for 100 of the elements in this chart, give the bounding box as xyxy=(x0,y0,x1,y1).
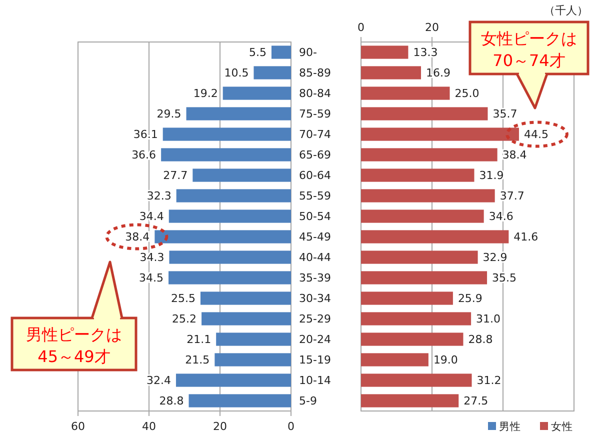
data-label: 35.5 xyxy=(492,272,517,285)
data-label: 19.0 xyxy=(433,354,458,367)
y-tick-label: 85-89 xyxy=(299,66,331,80)
data-label: 21.1 xyxy=(186,333,212,346)
y-tick-label: 70-74 xyxy=(299,128,331,141)
data-label: 25.9 xyxy=(458,292,482,306)
y-tick-label: 40-44 xyxy=(299,250,331,264)
data-label: 38.4 xyxy=(502,148,527,162)
bar xyxy=(361,148,498,162)
x-axis-title: （千人） xyxy=(544,4,588,17)
y-tick-label: 60-64 xyxy=(299,168,331,182)
data-label: 27.5 xyxy=(464,394,488,408)
bar xyxy=(361,46,408,59)
bar xyxy=(161,148,291,162)
bar xyxy=(168,271,291,284)
bar xyxy=(222,86,291,100)
data-label: 36.6 xyxy=(132,148,156,162)
y-tick-label: 15-19 xyxy=(299,353,331,366)
data-label: 32.3 xyxy=(146,190,172,203)
bar xyxy=(176,374,291,387)
bar xyxy=(169,250,291,264)
y-tick-label: 35-39 xyxy=(299,271,331,284)
data-label: 44.5 xyxy=(524,128,548,142)
data-label: 38.4 xyxy=(125,230,150,244)
legend-label: 男性 xyxy=(499,421,521,433)
data-label: 31.0 xyxy=(476,312,501,326)
data-label: 34.5 xyxy=(139,272,164,285)
bar xyxy=(200,292,291,305)
data-label: 32.4 xyxy=(146,374,171,388)
data-label: 25.0 xyxy=(454,87,480,100)
bar xyxy=(176,189,291,202)
y-tick-label: 10-14 xyxy=(299,374,331,387)
y-tick-label: 25-29 xyxy=(299,312,331,326)
x-tick-label: 0 xyxy=(288,420,294,433)
data-label: 28.8 xyxy=(468,333,493,346)
bar xyxy=(361,292,453,305)
data-label: 28.8 xyxy=(159,394,184,408)
bar xyxy=(361,128,519,141)
bar xyxy=(361,312,472,326)
x-tick-label: 0 xyxy=(358,21,364,34)
bar xyxy=(361,250,478,264)
bar xyxy=(361,189,495,202)
bar xyxy=(361,107,488,120)
bar xyxy=(216,332,291,346)
annotation: 女性ピークは 70～74才 xyxy=(481,29,577,70)
y-tick-label: 20-24 xyxy=(299,332,331,346)
x-tick-label: 20 xyxy=(213,420,227,433)
bar xyxy=(361,210,484,223)
bar xyxy=(162,128,291,141)
bar xyxy=(202,312,291,326)
data-label: 34.3 xyxy=(140,251,164,264)
data-label: 34.6 xyxy=(488,210,514,224)
y-tick-label: 5-9 xyxy=(299,394,317,408)
y-tick-label: 90- xyxy=(299,46,317,59)
legend-label: 女性 xyxy=(551,421,573,433)
bar xyxy=(154,230,291,244)
data-label: 31.9 xyxy=(479,169,504,182)
data-label: 35.7 xyxy=(492,108,518,121)
data-label: 25.5 xyxy=(170,292,196,306)
x-tick-label: 40 xyxy=(142,420,156,433)
bar xyxy=(361,168,474,182)
y-tick-label: 30-34 xyxy=(299,292,331,305)
bar xyxy=(192,168,291,182)
data-label: 32.9 xyxy=(482,251,508,264)
y-tick-label: 80-84 xyxy=(299,86,331,100)
bar xyxy=(361,353,428,366)
data-label: 25.2 xyxy=(172,312,197,326)
bar xyxy=(361,86,450,100)
bar xyxy=(361,66,421,80)
bar xyxy=(361,394,459,408)
bar xyxy=(214,353,291,366)
y-tick-label: 45-49 xyxy=(299,230,331,244)
bar xyxy=(361,374,472,387)
annotation: 男性ピークは 45～49才 xyxy=(26,325,122,366)
data-label: 36.1 xyxy=(133,128,158,142)
bar xyxy=(188,394,291,408)
bar xyxy=(271,46,291,59)
y-tick-label: 55-59 xyxy=(299,189,331,202)
data-label: 5.5 xyxy=(248,46,266,60)
data-label: 19.2 xyxy=(193,87,218,100)
data-label: 16.9 xyxy=(426,66,450,80)
data-label: 13.3 xyxy=(413,46,438,60)
x-tick-label: 20 xyxy=(425,21,439,34)
y-tick-label: 65-69 xyxy=(299,148,331,162)
bar xyxy=(361,230,509,244)
data-label: 29.5 xyxy=(156,108,182,121)
data-label: 37.7 xyxy=(500,190,524,203)
bar xyxy=(254,66,291,80)
data-label: 31.2 xyxy=(476,374,502,388)
data-label: 27.7 xyxy=(163,169,188,182)
data-label: 41.6 xyxy=(514,230,538,244)
bar xyxy=(186,107,291,120)
bar xyxy=(168,210,291,223)
x-tick-label: 60 xyxy=(71,420,85,433)
y-tick-label: 50-54 xyxy=(299,210,331,223)
data-label: 10.5 xyxy=(224,66,249,80)
bar xyxy=(361,271,488,284)
y-tick-label: 75-59 xyxy=(299,107,331,120)
data-label: 21.5 xyxy=(185,354,210,367)
bar xyxy=(361,332,464,346)
